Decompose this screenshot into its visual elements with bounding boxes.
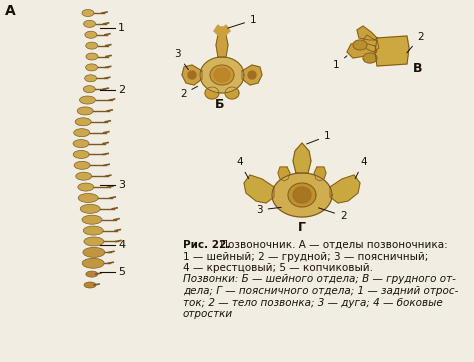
Polygon shape bbox=[216, 27, 228, 57]
Ellipse shape bbox=[86, 42, 98, 49]
Polygon shape bbox=[244, 175, 274, 203]
Polygon shape bbox=[210, 65, 234, 85]
Text: дела; Г — поясничного отдела; 1 — задний отрос-: дела; Г — поясничного отдела; 1 — задний… bbox=[183, 286, 458, 296]
Polygon shape bbox=[363, 53, 377, 63]
Ellipse shape bbox=[83, 20, 96, 28]
Ellipse shape bbox=[83, 86, 95, 93]
Ellipse shape bbox=[74, 161, 90, 169]
Text: Позвоночник. А — отделы позвоночника:: Позвоночник. А — отделы позвоночника: bbox=[217, 240, 448, 250]
Text: 1 — шейный; 2 — грудной; 3 — поясничный;: 1 — шейный; 2 — грудной; 3 — поясничный; bbox=[183, 252, 428, 261]
Ellipse shape bbox=[78, 183, 94, 191]
Text: 4 — крестцовый; 5 — копчиковый.: 4 — крестцовый; 5 — копчиковый. bbox=[183, 263, 373, 273]
Ellipse shape bbox=[86, 64, 98, 71]
Polygon shape bbox=[182, 65, 202, 85]
Polygon shape bbox=[347, 42, 377, 58]
Ellipse shape bbox=[77, 107, 93, 115]
Ellipse shape bbox=[86, 53, 98, 60]
Ellipse shape bbox=[80, 204, 100, 213]
Text: 4: 4 bbox=[355, 157, 366, 178]
Ellipse shape bbox=[82, 9, 94, 17]
Polygon shape bbox=[293, 143, 311, 173]
Ellipse shape bbox=[74, 129, 90, 137]
Ellipse shape bbox=[73, 151, 89, 159]
Polygon shape bbox=[188, 71, 196, 79]
Ellipse shape bbox=[76, 172, 92, 180]
Ellipse shape bbox=[86, 271, 98, 277]
Ellipse shape bbox=[80, 96, 96, 104]
Ellipse shape bbox=[84, 237, 104, 246]
Polygon shape bbox=[225, 87, 239, 99]
Text: Позвонки: Б — шейного отдела; В — грудного от-: Позвонки: Б — шейного отдела; В — грудно… bbox=[183, 274, 456, 285]
Text: 1: 1 bbox=[228, 15, 256, 28]
Polygon shape bbox=[293, 187, 311, 203]
Ellipse shape bbox=[84, 282, 96, 288]
Text: 3: 3 bbox=[118, 180, 125, 190]
Text: Б: Б bbox=[215, 98, 225, 111]
Text: 2: 2 bbox=[407, 32, 424, 53]
Text: А: А bbox=[5, 4, 16, 18]
Text: 5: 5 bbox=[118, 267, 125, 277]
Polygon shape bbox=[314, 167, 326, 181]
Polygon shape bbox=[353, 40, 367, 50]
Ellipse shape bbox=[82, 258, 104, 268]
Text: 3: 3 bbox=[256, 205, 281, 215]
Polygon shape bbox=[330, 175, 360, 203]
Ellipse shape bbox=[85, 31, 97, 38]
Ellipse shape bbox=[82, 215, 102, 224]
Polygon shape bbox=[205, 87, 219, 99]
Text: отростки: отростки bbox=[183, 309, 233, 319]
Text: 2: 2 bbox=[319, 208, 346, 221]
Text: В: В bbox=[413, 62, 422, 75]
Text: 4: 4 bbox=[118, 240, 125, 250]
Polygon shape bbox=[272, 173, 332, 217]
Polygon shape bbox=[242, 65, 262, 85]
Text: ток; 2 — тело позвонка; 3 — дуга; 4 — боковые: ток; 2 — тело позвонка; 3 — дуга; 4 — бо… bbox=[183, 298, 443, 307]
Text: Г: Г bbox=[298, 221, 306, 234]
Ellipse shape bbox=[85, 75, 97, 82]
Ellipse shape bbox=[83, 226, 103, 235]
Polygon shape bbox=[375, 36, 409, 66]
Text: 2: 2 bbox=[118, 85, 125, 95]
Polygon shape bbox=[278, 167, 290, 181]
Text: Рис. 22.: Рис. 22. bbox=[183, 240, 230, 250]
Ellipse shape bbox=[75, 118, 91, 126]
Text: 4: 4 bbox=[236, 157, 249, 178]
Polygon shape bbox=[248, 71, 256, 79]
Text: 1: 1 bbox=[118, 23, 125, 33]
Ellipse shape bbox=[78, 193, 98, 202]
Ellipse shape bbox=[83, 247, 105, 257]
Polygon shape bbox=[214, 25, 230, 35]
Text: 3: 3 bbox=[174, 49, 188, 70]
Ellipse shape bbox=[73, 140, 89, 148]
Polygon shape bbox=[214, 68, 230, 82]
Text: 1: 1 bbox=[333, 56, 347, 70]
Text: 1: 1 bbox=[307, 131, 331, 144]
Text: 2: 2 bbox=[180, 86, 198, 99]
Polygon shape bbox=[288, 183, 316, 207]
Polygon shape bbox=[363, 35, 379, 52]
Polygon shape bbox=[200, 57, 244, 93]
Polygon shape bbox=[357, 26, 377, 40]
